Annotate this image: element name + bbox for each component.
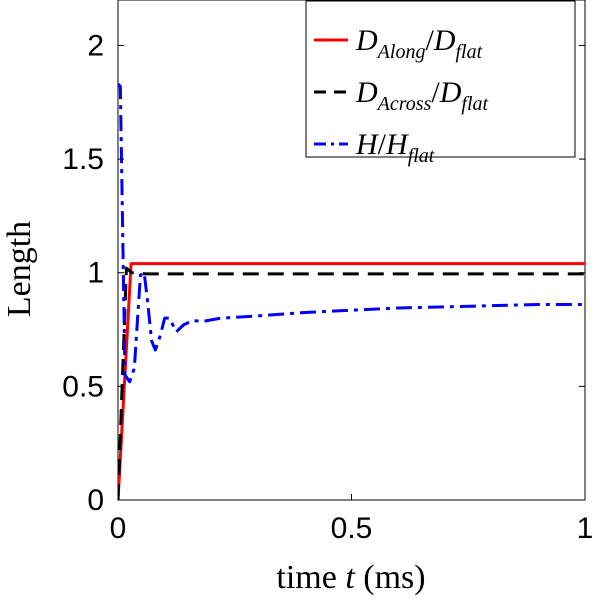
series-group xyxy=(118,83,585,500)
legend-slash: / xyxy=(431,76,440,109)
x-axis-label-pre: time xyxy=(276,559,345,596)
x-tick-label: 0.5 xyxy=(331,512,373,545)
legend-part: H xyxy=(355,128,380,161)
series-line-d-across-d-flat xyxy=(118,266,585,500)
legend-part: flat xyxy=(461,93,488,115)
legend-part: D xyxy=(355,24,378,57)
ticks-group: 0 0.5 1 0 0.5 1 1.5 2 xyxy=(62,0,593,545)
legend-entry-d-along-d-flat: DAlong/Dflat xyxy=(355,24,483,63)
legend-slash: / xyxy=(378,128,387,161)
y-tick-label: 0 xyxy=(87,484,104,517)
legend-part: Across xyxy=(376,93,432,115)
legend-part: D xyxy=(355,76,378,109)
legend-part: D xyxy=(439,76,462,109)
y-axis-label: Length xyxy=(1,221,38,317)
y-tick-label: 1 xyxy=(87,257,104,290)
legend-part: H xyxy=(385,128,410,161)
legend-part: Along xyxy=(376,41,426,63)
y-tick-label: 2 xyxy=(87,29,104,62)
x-axis-label-var: t xyxy=(345,559,356,596)
labels-group: time t (ms) Length xyxy=(1,221,426,596)
legend-part: flat xyxy=(455,41,482,63)
legend-slash: / xyxy=(425,24,434,57)
legend-entry-h-h-flat: H/Hflat xyxy=(355,128,435,167)
y-tick-label: 0.5 xyxy=(62,370,104,403)
legend-part: D xyxy=(433,24,456,57)
x-tick-label: 0 xyxy=(110,512,127,545)
series-line-h-h-flat xyxy=(118,83,585,384)
legend-part: flat xyxy=(408,145,435,167)
y-tick-label: 1.5 xyxy=(62,143,104,176)
x-axis-label-post: (ms) xyxy=(355,559,426,596)
series-line-d-along-d-flat xyxy=(118,262,585,500)
legend-box xyxy=(305,0,576,158)
x-axis-label: time t (ms) xyxy=(276,559,425,596)
x-tick-label: 1 xyxy=(577,512,594,545)
legend-entry-d-across-d-flat: DAcross/Dflat xyxy=(355,76,489,115)
